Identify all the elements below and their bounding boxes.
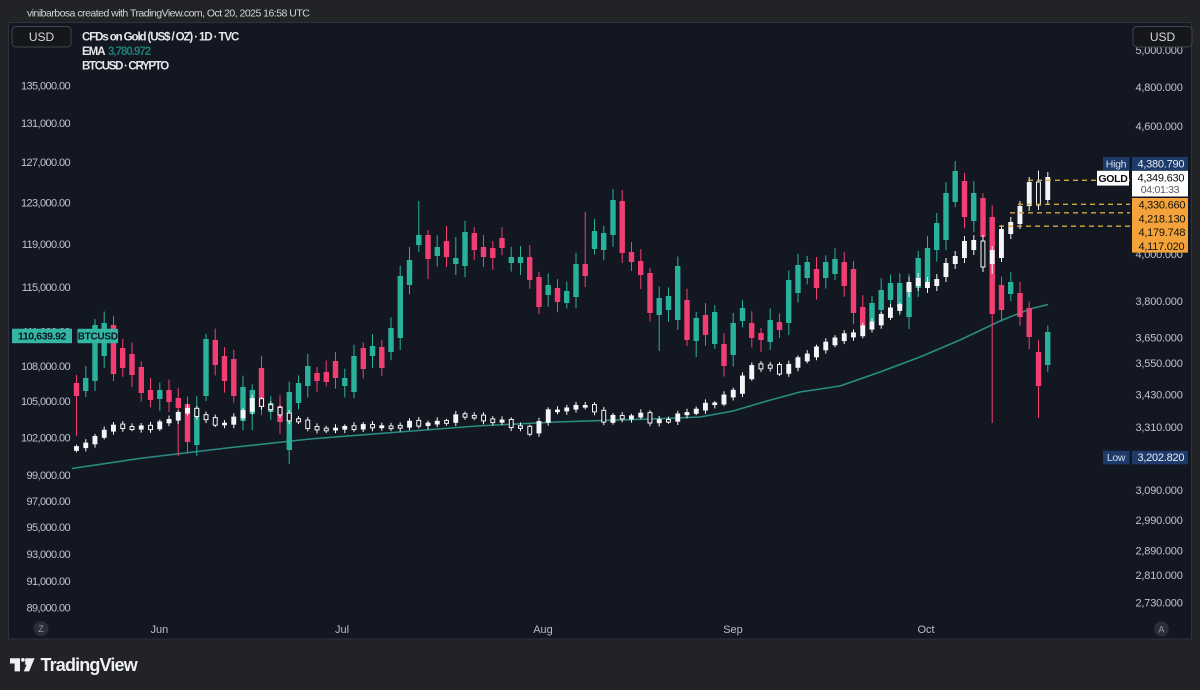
svg-text:123,000.00: 123,000.00 <box>21 197 71 209</box>
svg-text:97,000.00: 97,000.00 <box>26 496 70 508</box>
svg-text:3,780.972: 3,780.972 <box>108 46 151 58</box>
svg-text:115,000.00: 115,000.00 <box>22 282 71 294</box>
svg-text:108,000.00: 108,000.00 <box>21 361 71 373</box>
svg-text:93,000.00: 93,000.00 <box>26 549 70 561</box>
svg-text:USD: USD <box>1150 30 1176 44</box>
svg-text:Jul: Jul <box>335 624 349 636</box>
svg-text:131,000.00: 131,000.00 <box>21 118 71 130</box>
svg-text:Jun: Jun <box>151 624 169 636</box>
svg-text:99,000.00: 99,000.00 <box>26 470 70 482</box>
svg-text:3,202.820: 3,202.820 <box>1138 452 1185 464</box>
svg-text:4,117.020: 4,117.020 <box>1139 241 1185 253</box>
svg-text:TradingView: TradingView <box>41 655 139 675</box>
svg-text:High: High <box>1106 158 1127 170</box>
svg-text:BTCUSD · CRYPTO: BTCUSD · CRYPTO <box>82 61 169 73</box>
svg-text:4,349.630: 4,349.630 <box>1138 173 1185 185</box>
svg-text:Low: Low <box>1107 452 1126 464</box>
svg-text:CFDs on Gold (US$ / OZ) · 1D ·: CFDs on Gold (US$ / OZ) · 1D · TVC <box>82 32 239 44</box>
svg-text:Z: Z <box>38 624 44 634</box>
svg-text:GOLD: GOLD <box>1098 173 1128 185</box>
svg-text:119,000.00: 119,000.00 <box>22 239 71 251</box>
svg-text:Oct: Oct <box>917 624 934 636</box>
svg-text:2,810.000: 2,810.000 <box>1136 570 1183 582</box>
svg-text:4,179.748: 4,179.748 <box>1139 227 1186 239</box>
svg-text:91,000.00: 91,000.00 <box>26 576 70 588</box>
svg-text:5,000.000: 5,000.000 <box>1136 45 1183 57</box>
svg-text:04:01:33: 04:01:33 <box>1141 184 1180 196</box>
svg-text:4,218.130: 4,218.130 <box>1139 213 1186 225</box>
svg-text:3,650.000: 3,650.000 <box>1136 333 1183 345</box>
svg-text:2,990.000: 2,990.000 <box>1136 515 1183 527</box>
svg-text:Aug: Aug <box>533 624 553 636</box>
svg-text:3,800.000: 3,800.000 <box>1136 296 1183 308</box>
svg-text:BTCUSD: BTCUSD <box>78 332 118 343</box>
svg-text:89,000.00: 89,000.00 <box>26 602 70 614</box>
svg-text:110,639.92: 110,639.92 <box>18 331 67 343</box>
svg-text:Sep: Sep <box>723 624 743 636</box>
svg-text:3,550.000: 3,550.000 <box>1136 358 1183 370</box>
svg-text:4,380.790: 4,380.790 <box>1138 158 1185 170</box>
svg-text:2,730.000: 2,730.000 <box>1136 598 1183 610</box>
svg-text:3,430.000: 3,430.000 <box>1136 390 1183 402</box>
svg-text:102,000.00: 102,000.00 <box>21 433 71 445</box>
svg-text:127,000.00: 127,000.00 <box>21 157 71 169</box>
svg-text:vinibarbosa created with Tradi: vinibarbosa created with TradingView.com… <box>27 8 310 20</box>
svg-text:USD: USD <box>29 30 55 44</box>
svg-text:A: A <box>1158 625 1164 635</box>
svg-text:135,000.00: 135,000.00 <box>21 80 71 92</box>
svg-text:105,000.00: 105,000.00 <box>21 396 71 408</box>
svg-text:3,310.000: 3,310.000 <box>1136 422 1183 434</box>
svg-text:4,800.000: 4,800.000 <box>1136 82 1183 94</box>
svg-text:EMA: EMA <box>82 46 105 58</box>
svg-text:95,000.00: 95,000.00 <box>26 522 70 534</box>
svg-text:3,090.000: 3,090.000 <box>1136 485 1183 497</box>
svg-text:4,330.660: 4,330.660 <box>1139 200 1186 212</box>
svg-text:2,890.000: 2,890.000 <box>1136 545 1183 557</box>
svg-text:4,600.000: 4,600.000 <box>1136 121 1183 133</box>
